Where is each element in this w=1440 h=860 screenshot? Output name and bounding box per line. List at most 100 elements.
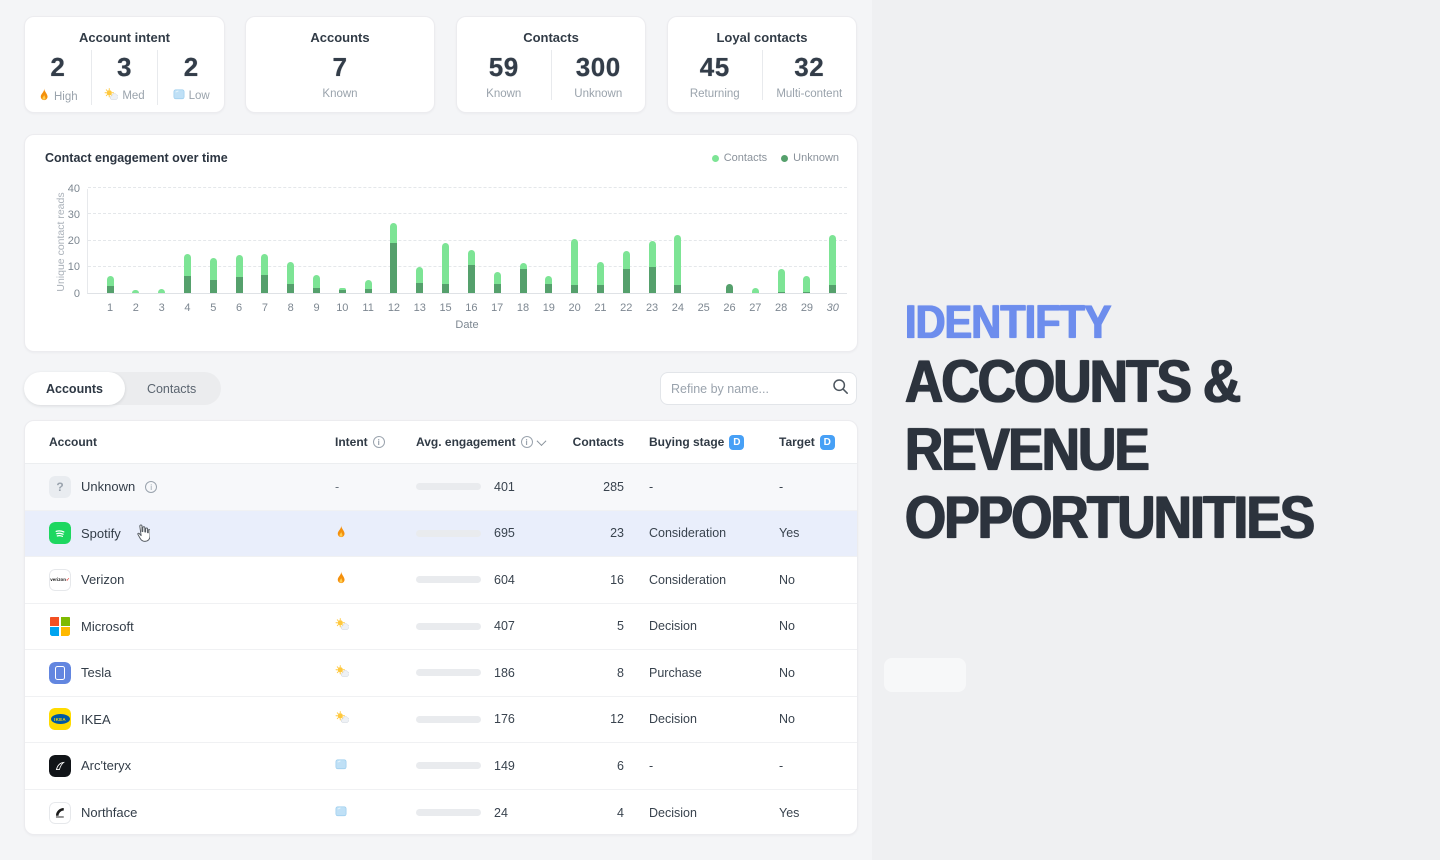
col-intent[interactable]: Intent i (335, 435, 416, 449)
x-tick-13: 13 (413, 302, 426, 314)
stat-returning: 45 Returning (668, 50, 762, 100)
engagement-value: 176 (494, 712, 515, 727)
x-tick-16: 16 (465, 302, 478, 314)
bar-segment-contacts (287, 261, 295, 284)
buying-stage-cell: Decision (649, 712, 697, 727)
col-account[interactable]: Account (49, 435, 97, 449)
engagement-cell: 604 (416, 573, 560, 587)
bar-segment-unknown (261, 274, 269, 293)
bar-segment-contacts (803, 275, 811, 292)
tab-contacts[interactable]: Contacts (146, 381, 197, 396)
bar-30 (825, 189, 841, 293)
x-tick-18: 18 (516, 302, 530, 314)
bar-segment-unknown (777, 291, 785, 293)
sun-cloud-icon (104, 88, 119, 104)
table-row-spotify[interactable]: Spotify 695 23 Consideration Yes (25, 510, 857, 557)
x-tick-26: 26 (723, 302, 736, 314)
bar-9 (309, 189, 325, 293)
col-engagement[interactable]: Avg. engagement i (416, 435, 560, 449)
search-icon[interactable] (832, 378, 849, 400)
bar-25 (696, 189, 712, 293)
bar-7 (257, 189, 273, 293)
bar-10 (334, 189, 350, 293)
engagement-cell: 401 (416, 480, 560, 494)
stat-card-loyal-contacts: Loyal contacts 45 Returning 32 Multi-con… (667, 16, 857, 113)
engagement-bar (416, 622, 481, 630)
tab-accounts[interactable]: Accounts (24, 372, 125, 405)
bar-segment-contacts (493, 272, 501, 284)
account-name: Arc'teryx (81, 758, 132, 774)
microsoft-logo (49, 615, 71, 638)
intent-cell (335, 664, 416, 681)
contacts-cell: 16 (610, 572, 624, 587)
x-tick-10: 10 (336, 302, 349, 314)
x-tick-4: 4 (184, 302, 191, 314)
x-tick-8: 8 (287, 302, 294, 314)
y-tick-10: 10 (67, 261, 80, 274)
bar-segment-contacts (313, 274, 320, 288)
card-title: Contacts (523, 30, 579, 45)
table-row-northface[interactable]: Northface 24 4 Decision Yes (25, 790, 857, 835)
table-row-ikea[interactable]: IKEA IKEA 176 12 Decision No (25, 697, 857, 743)
bar-12 (386, 189, 402, 293)
table-row-tesla[interactable]: Tesla 186 8 Purchase No (25, 650, 857, 697)
y-axis-title: Unique contact reads (55, 192, 67, 292)
engagement-bar (416, 762, 481, 770)
bar-6 (231, 189, 247, 293)
stat-value: 59 (488, 52, 519, 82)
x-tick-25: 25 (697, 302, 710, 314)
info-icon[interactable]: i (372, 436, 385, 448)
engagement-bar (416, 669, 481, 677)
buying-stage-cell: Consideration (649, 526, 727, 541)
intent-cell: - (335, 479, 340, 494)
engagement-bar (416, 483, 481, 491)
account-name: IKEA (81, 711, 111, 727)
bar-segment-contacts (751, 287, 759, 293)
hero-headline: IDENTIFTY ACCOUNTS & REVENUE OPPORTUNITI… (905, 296, 1369, 552)
hero-line-accent: IDENTIFTY (905, 295, 1112, 348)
engagement-bar (416, 529, 481, 537)
stat-value: 32 (794, 52, 825, 82)
account-cell: IKEA IKEA (49, 708, 335, 731)
engagement-value: 24 (494, 805, 508, 820)
bar-8 (283, 189, 299, 293)
bar-segment-unknown (493, 283, 501, 293)
chevron-down-icon[interactable] (536, 435, 547, 446)
info-icon[interactable]: i (520, 436, 533, 448)
table-row-arc-teryx[interactable]: Arc'teryx 149 6 - - (25, 743, 857, 790)
engagement-value: 407 (494, 619, 515, 634)
bar-segment-unknown (364, 289, 372, 293)
col-target[interactable]: Target D (755, 434, 835, 450)
bars-container (88, 189, 847, 293)
col-buying-stage[interactable]: Buying stage D (624, 434, 755, 450)
bar-4 (179, 189, 195, 293)
engagement-cell: 176 (416, 712, 560, 726)
x-tick-30: 30 (826, 302, 839, 314)
stat-label: High (25, 88, 91, 105)
bar-segment-unknown (519, 269, 527, 293)
x-tick-21: 21 (594, 302, 607, 314)
bar-17 (489, 189, 505, 293)
stat-value: 3 (117, 52, 132, 82)
bar-segment-unknown (571, 285, 579, 293)
bar-segment-contacts (132, 290, 140, 293)
ikea-logo: IKEA (49, 708, 71, 731)
bar-segment-contacts (442, 243, 450, 284)
search-input[interactable] (671, 381, 832, 396)
engagement-cell: 695 (416, 526, 560, 540)
stat-value: 45 (699, 52, 730, 82)
intent-cell (335, 618, 416, 634)
bar-15 (438, 189, 454, 293)
engagement-cell: 24 (416, 806, 560, 820)
bar-segment-contacts (674, 235, 682, 286)
gridline (88, 187, 847, 188)
x-tick-17: 17 (491, 302, 504, 314)
col-contacts[interactable]: Contacts (572, 435, 624, 449)
table-row-verizon[interactable]: verizon✓ Verizon 604 16 Consideration No (25, 557, 857, 604)
x-tick-9: 9 (313, 302, 320, 314)
table-row-microsoft[interactable]: Microsoft 407 5 Decision No (25, 604, 857, 650)
table-row-unknown[interactable]: ? Unknown i - 401 285 - - (25, 464, 857, 511)
stat-value: 2 (50, 52, 66, 82)
contacts-cell: 8 (617, 665, 624, 680)
account-cell: verizon✓ Verizon (49, 568, 335, 591)
